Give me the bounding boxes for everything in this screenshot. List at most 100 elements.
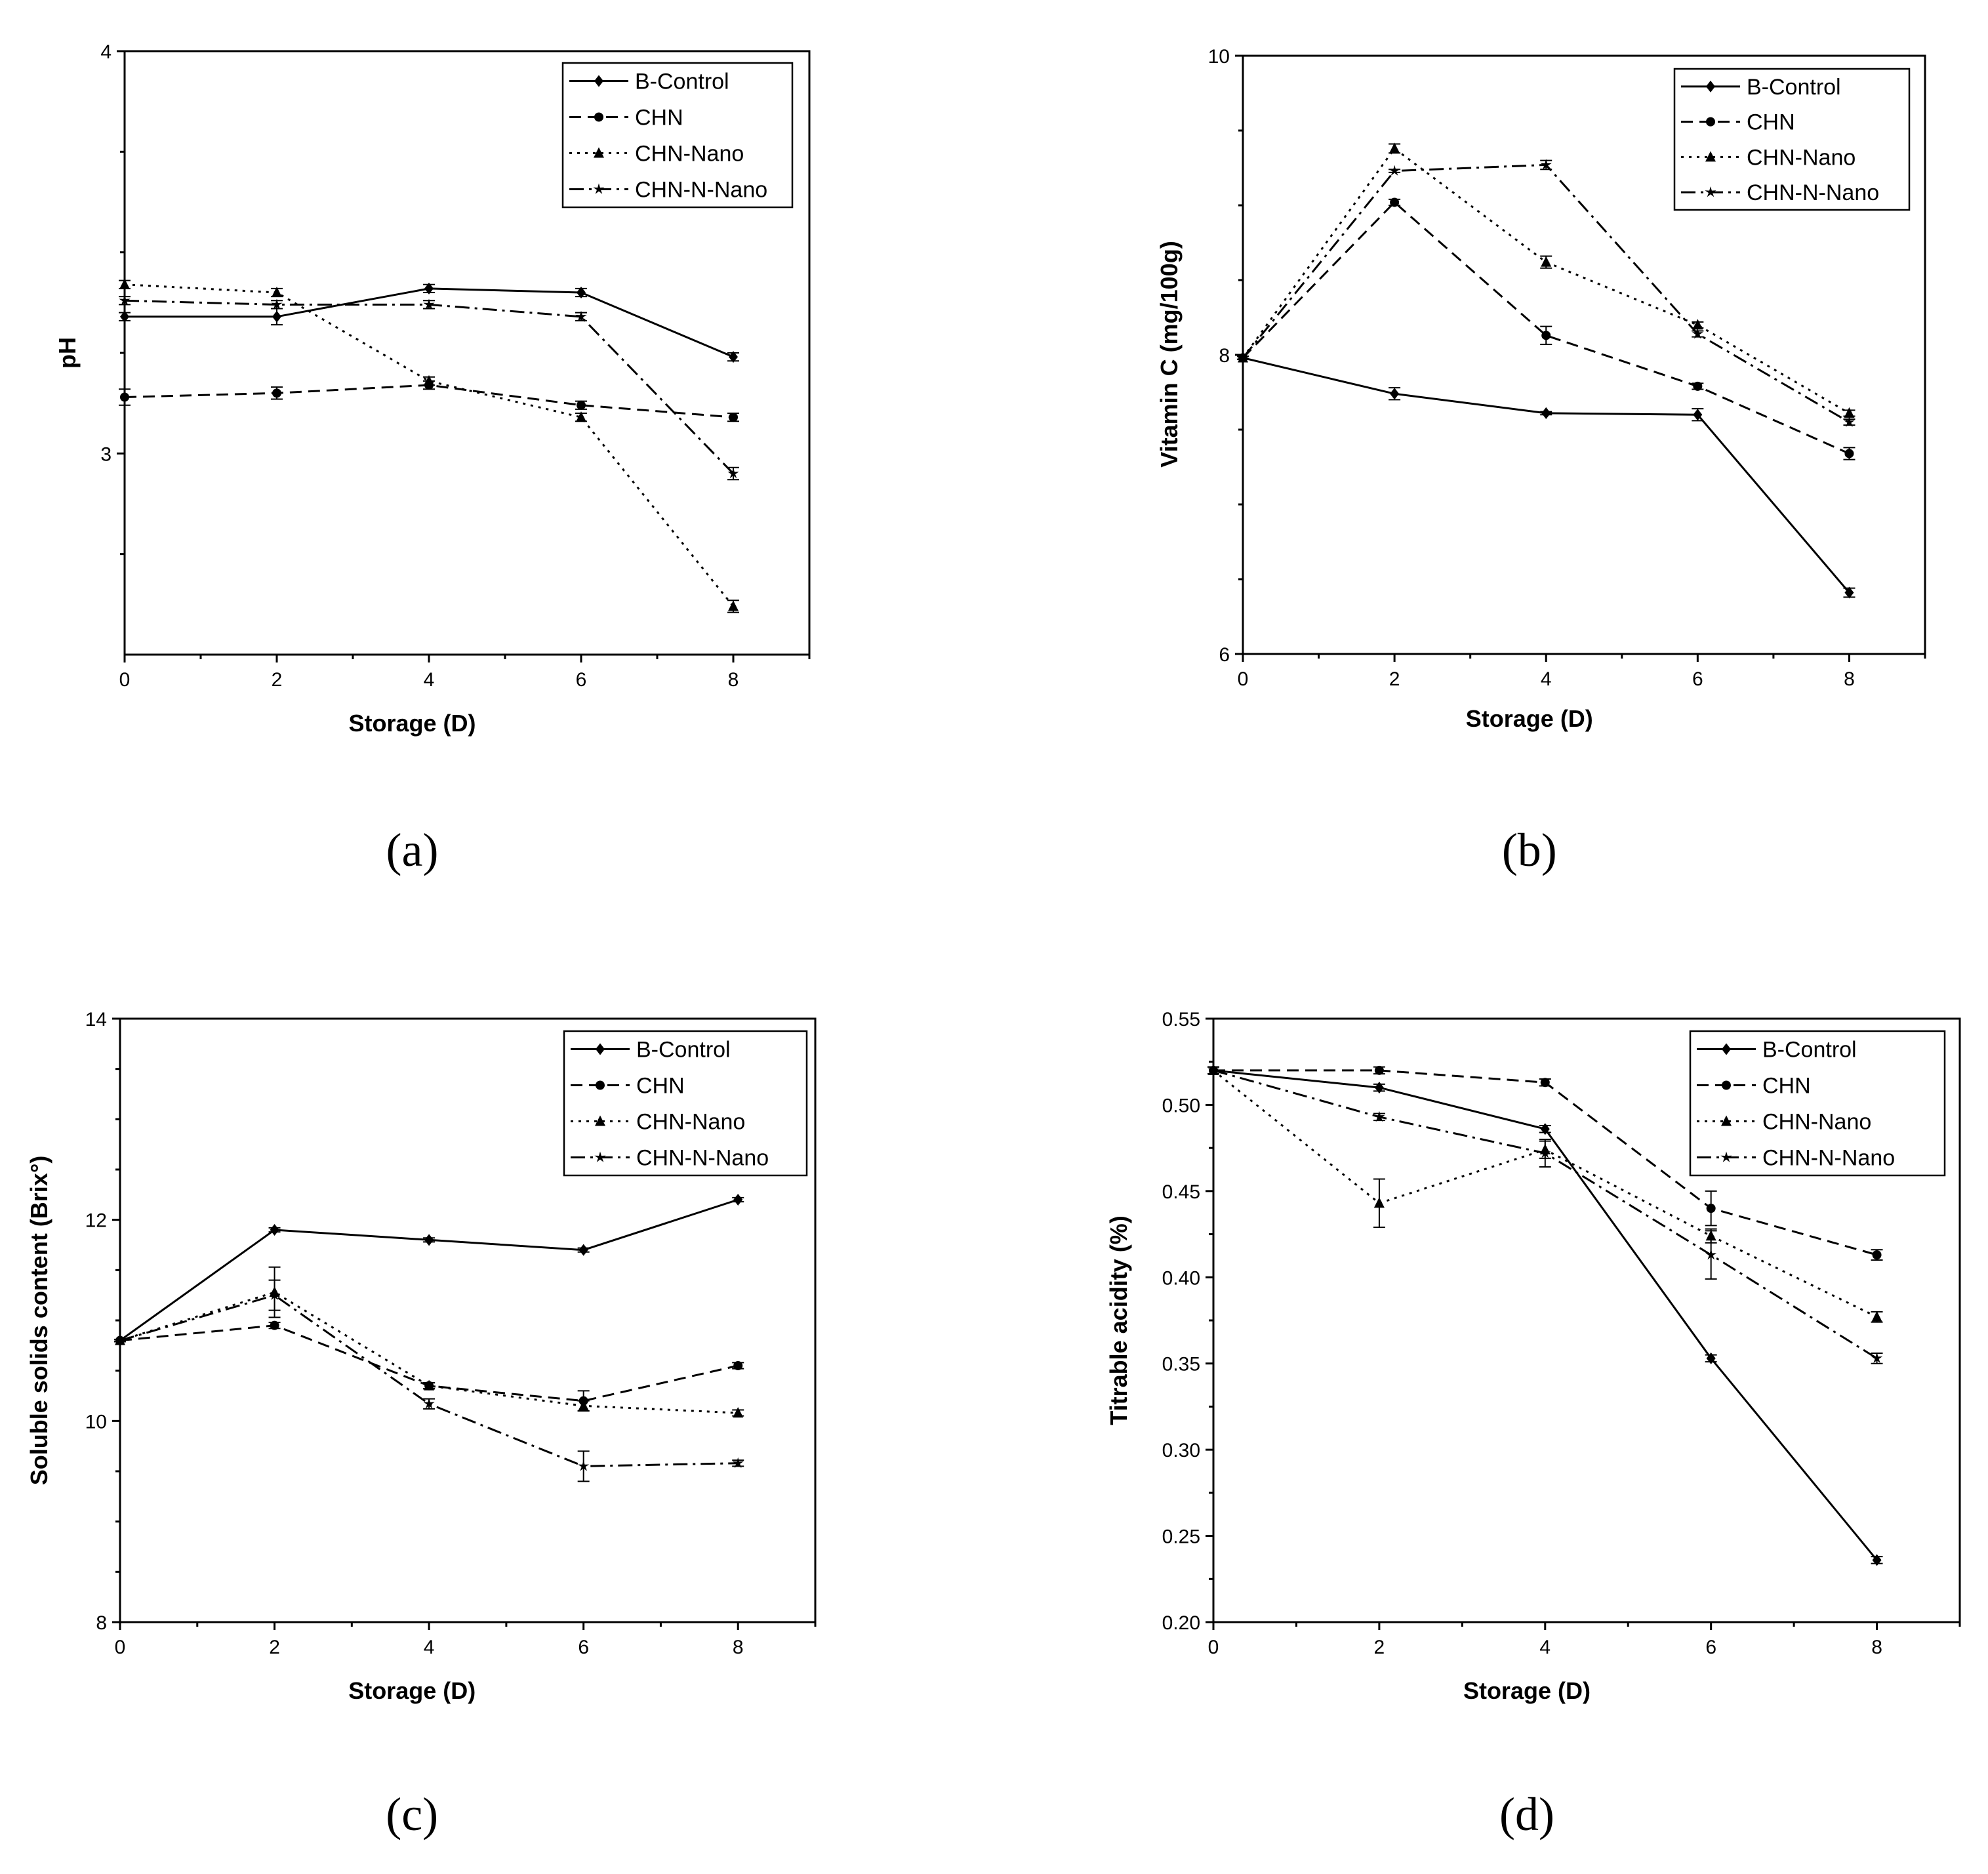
y-tick-label: 0.55: [1162, 1009, 1200, 1030]
series-line: [124, 283, 735, 607]
x-tick-label: 8: [733, 1637, 744, 1658]
series-line: [119, 1198, 739, 1341]
data-point: [733, 1194, 743, 1206]
data-point: [1390, 197, 1400, 207]
legend: B-Control CHN CHN-Nano CHN-N-Nano: [1689, 1030, 1946, 1177]
legend-label: CHN: [1747, 110, 1795, 135]
chart-panel-3: 0 2 4 6 8 0.20 0.25 0.30 0.35 0.40 0.45 0.50 0.55 Sto…: [1105, 1009, 1961, 1841]
x-tick-label: 6: [1692, 668, 1703, 690]
series-CHN: [1237, 197, 1856, 460]
y-axis-title: Titrable acidity (%): [1105, 1215, 1132, 1425]
legend-marker: [1706, 117, 1715, 127]
data-point: [269, 1289, 281, 1300]
data-point: [1706, 1352, 1716, 1364]
legend-label: B-Control: [1747, 75, 1841, 100]
x-axis-title: Storage (D): [1466, 705, 1593, 732]
data-point: [727, 468, 739, 479]
legend-marker: [1705, 186, 1716, 197]
legend-marker: [1705, 151, 1716, 162]
legend-marker: [1720, 1151, 1732, 1162]
x-tick-label: 2: [269, 1637, 280, 1658]
panel-label: (b): [1502, 824, 1557, 876]
data-point: [272, 388, 281, 398]
x-tick-label: 6: [578, 1637, 589, 1658]
y-tick-label: 0.35: [1162, 1354, 1200, 1375]
x-tick-label: 4: [1541, 668, 1552, 690]
legend: B-Control CHN CHN-Nano CHN-N-Nano: [1673, 68, 1911, 211]
chart-panel-0: 0 2 4 6 8 3 4 Storage (D) pH (a) B-Control CHN CHN-N…: [54, 41, 811, 876]
legend-label: CHN-Nano: [635, 142, 744, 167]
legend-label: CHN-Nano: [636, 1110, 745, 1135]
legend-label: CHN: [635, 106, 683, 131]
y-tick-label: 3: [100, 443, 112, 465]
legend-box: [1673, 68, 1911, 211]
data-point: [1540, 159, 1552, 170]
x-axis-title: Storage (D): [348, 1677, 476, 1704]
y-tick-label: 8: [1219, 345, 1230, 367]
series-B-Control: [1207, 1064, 1883, 1566]
data-point: [272, 310, 281, 323]
y-tick-label: 10: [1208, 46, 1230, 68]
data-point: [733, 1361, 743, 1370]
data-point: [1872, 1250, 1882, 1260]
x-tick-label: 2: [272, 669, 283, 691]
y-tick-label: 0.30: [1162, 1440, 1200, 1461]
data-point: [1871, 1311, 1882, 1322]
series-B-Control: [114, 1194, 744, 1347]
data-point: [114, 1334, 126, 1345]
data-point: [1373, 1197, 1385, 1208]
data-point: [1540, 1078, 1550, 1088]
data-point: [1237, 352, 1249, 363]
series-CHN-N-Nano: [114, 1279, 744, 1482]
y-tick-label: 0.20: [1162, 1612, 1200, 1634]
chart-panel-2: 0 2 4 6 8 8 10 12 14 Storage (D) Soluble solids co…: [26, 1009, 817, 1841]
legend-marker: [593, 183, 605, 194]
data-point: [120, 310, 129, 323]
data-point: [732, 1457, 744, 1468]
y-axis-title: Soluble solids content (Brix°): [26, 1156, 52, 1485]
legend-box: [563, 1030, 808, 1177]
data-point: [1541, 256, 1552, 267]
legend-marker: [1706, 80, 1715, 92]
series-CHN-N-Nano: [1207, 1064, 1883, 1364]
x-tick-label: 0: [115, 1637, 126, 1658]
x-tick-label: 0: [1238, 668, 1249, 690]
y-tick-label: 10: [85, 1411, 107, 1433]
legend-label: B-Control: [1762, 1038, 1857, 1063]
panel-label: (a): [386, 824, 439, 876]
data-point: [1692, 328, 1703, 339]
panel-label: (d): [1499, 1788, 1554, 1841]
data-point: [577, 287, 586, 298]
x-tick-label: 6: [1705, 1637, 1716, 1658]
series-CHN-Nano: [119, 278, 739, 613]
data-point: [270, 1320, 279, 1330]
data-point: [1539, 1147, 1551, 1158]
legend-box: [1689, 1030, 1946, 1177]
data-point: [119, 295, 131, 306]
series-line: [124, 384, 734, 418]
y-tick-label: 6: [1219, 644, 1230, 666]
x-tick-label: 0: [1208, 1637, 1219, 1658]
series-CHN: [114, 1320, 744, 1412]
data-point: [1389, 142, 1400, 153]
legend-label: B-Control: [635, 70, 729, 94]
x-tick-label: 8: [1871, 1637, 1882, 1658]
data-point: [578, 1460, 590, 1471]
legend-marker: [1721, 1115, 1732, 1126]
legend-label: CHN-N-Nano: [1747, 180, 1879, 205]
x-axis-title: Storage (D): [348, 710, 476, 737]
legend-label: B-Control: [636, 1038, 731, 1063]
legend: B-Control CHN CHN-Nano CHN-N-Nano: [563, 1030, 808, 1177]
data-point: [1693, 381, 1703, 391]
data-point: [728, 600, 739, 611]
data-point: [1389, 165, 1400, 176]
data-point: [1705, 1249, 1717, 1260]
legend-label: CHN-Nano: [1762, 1110, 1871, 1135]
legend-marker: [594, 112, 603, 122]
x-tick-label: 2: [1374, 1637, 1385, 1658]
data-point: [729, 413, 738, 422]
data-point: [1373, 1110, 1385, 1122]
data-point: [1390, 388, 1400, 400]
chart-panel-1: 0 2 4 6 8 6 8 10 Storage (D) Vitamin C (mg/100g) (…: [1156, 46, 1926, 876]
data-point: [575, 310, 587, 322]
